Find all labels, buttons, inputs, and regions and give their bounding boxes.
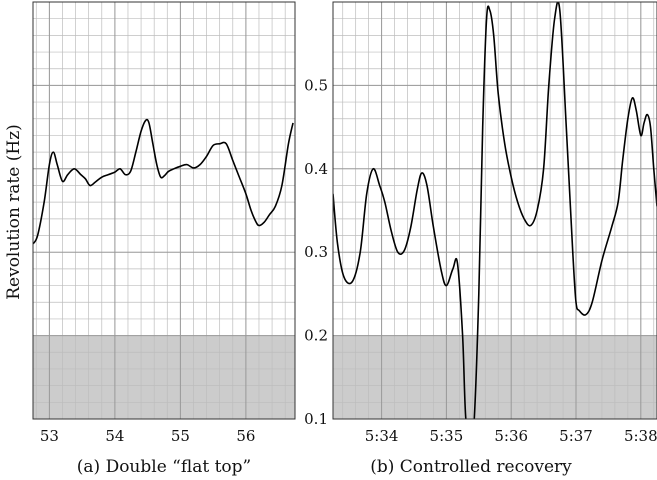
panel-a: 53 54 55 56 (a) Double “flat top” bbox=[32, 1, 296, 477]
shaded-band bbox=[333, 335, 657, 419]
plot-frame bbox=[332, 1, 657, 420]
series-line bbox=[333, 2, 657, 419]
x-tick-label: 5:34 bbox=[365, 427, 399, 445]
y-tick-label: 0.5 bbox=[304, 76, 328, 94]
panel-caption: (a) Double “flat top” bbox=[77, 457, 251, 477]
y-axis-label: Revolution rate (Hz) bbox=[4, 124, 24, 300]
x-tick-label: 56 bbox=[236, 427, 255, 445]
y-tick-label: 0.2 bbox=[304, 327, 328, 345]
panel-b: 5:34 5:35 5:36 5:37 5:38 0.1 0.2 0.3 0.4 0.5 (b) C… bbox=[304, 1, 657, 477]
x-tick-label: 5:37 bbox=[559, 427, 593, 445]
x-tick-label: 5:38 bbox=[624, 427, 657, 445]
y-tick-label: 0.4 bbox=[304, 160, 328, 178]
plot-frame bbox=[32, 1, 296, 420]
y-tick-label: 0.1 bbox=[304, 410, 328, 428]
x-tick-label: 55 bbox=[171, 427, 190, 445]
x-tick-label: 5:36 bbox=[494, 427, 528, 445]
y-tick-label: 0.3 bbox=[304, 243, 328, 261]
series-line bbox=[33, 118, 294, 245]
panel-caption: (b) Controlled recovery bbox=[370, 457, 572, 477]
x-tick-label: 53 bbox=[40, 427, 59, 445]
x-tick-label: 54 bbox=[105, 427, 124, 445]
x-tick-label: 5:35 bbox=[430, 427, 464, 445]
grid bbox=[333, 2, 657, 419]
shaded-band bbox=[33, 335, 295, 419]
grid bbox=[33, 2, 295, 419]
